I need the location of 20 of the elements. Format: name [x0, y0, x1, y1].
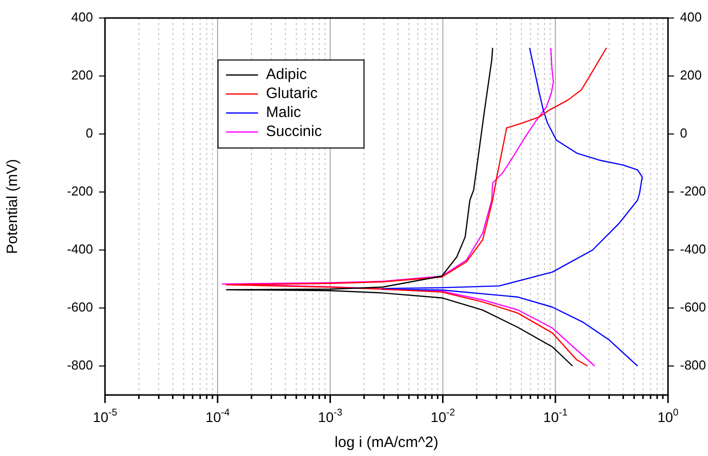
y-tick-label: -200: [66, 184, 93, 199]
y2-tick-label: -400: [680, 242, 706, 257]
y-axis-title: Potential (mV): [4, 158, 22, 254]
y2-tick-label: -600: [680, 300, 706, 315]
y-tick-label: -800: [66, 358, 93, 373]
y-tick-label: -600: [66, 300, 93, 315]
y2-tick-label: 200: [680, 68, 702, 83]
y-tick-label: 0: [86, 126, 93, 141]
legend-label: Glutaric: [266, 85, 318, 102]
x-axis-title: log i (mA/cm^2): [334, 434, 438, 452]
y-tick-label: -400: [66, 242, 93, 257]
legend-label: Succinic: [266, 123, 322, 140]
y2-tick-label: 0: [680, 126, 688, 141]
y-tick-label: 400: [71, 10, 93, 25]
y2-tick-label: -800: [680, 358, 706, 373]
y-tick-label: 200: [71, 68, 93, 83]
y2-tick-label: 400: [680, 10, 702, 25]
y2-tick-label: -200: [680, 184, 706, 199]
legend-label: Malic: [266, 104, 302, 122]
legend-label: Adipic: [266, 66, 308, 84]
